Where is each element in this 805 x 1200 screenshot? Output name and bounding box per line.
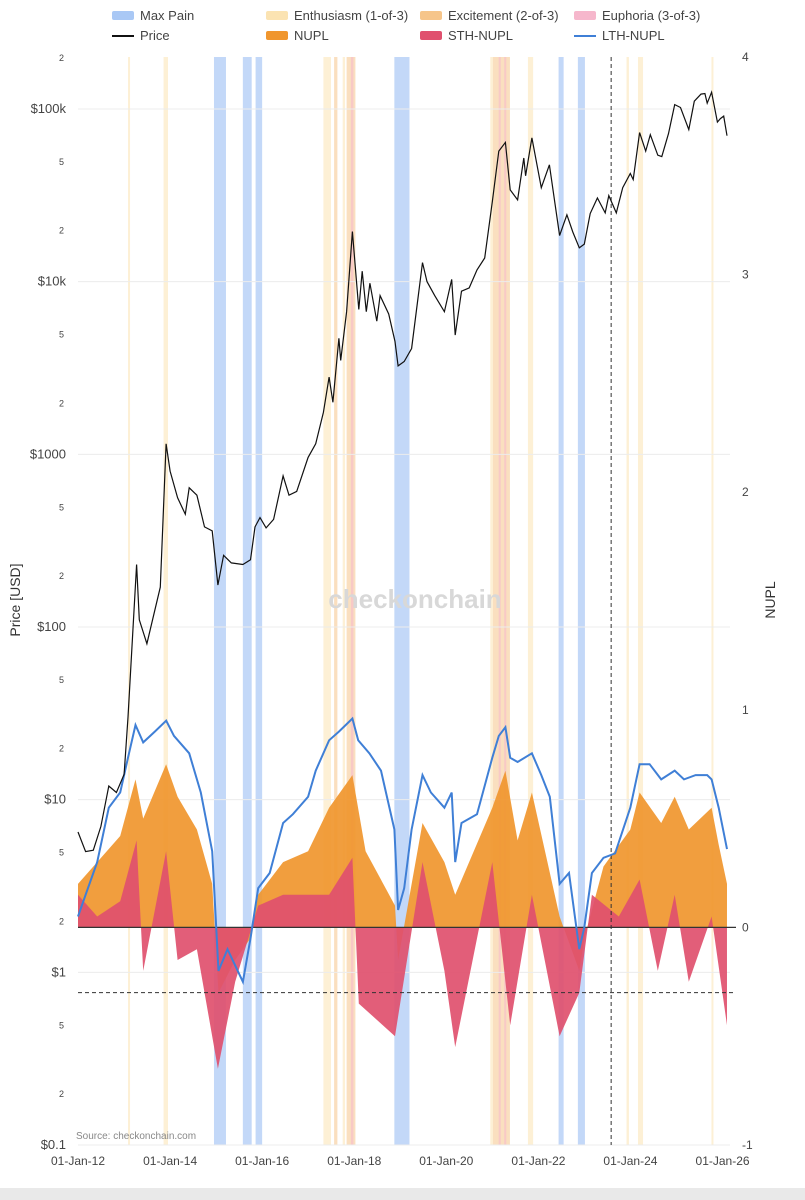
bottom-edge [0,1188,805,1200]
legend-swatch [112,34,134,37]
y2-tick-label: 0 [742,920,749,934]
y-tick-label: 2 [59,1089,64,1099]
enthusiasm-1-of-3-band [490,57,493,1145]
y2-tick-label: 4 [742,50,749,64]
x-axis-ticks: 01-Jan-12 01-Jan-14 01-Jan-16 01-Jan-18 01-J… [51,1154,750,1168]
max-pain-band [242,57,252,1145]
series-line-layer [77,90,728,986]
x-tick-label: 01-Jan-20 [419,1154,473,1168]
enthusiasm-1-of-3-band [342,57,346,1145]
enthusiasm-1-of-3-band [637,57,644,1145]
euphoria-3-of-3-band [504,57,507,1145]
x-tick-label: 01-Jan-14 [143,1154,197,1168]
nupl-area-layer [78,764,727,1069]
y-tick-label: 5 [59,330,64,340]
legend-swatch [266,31,288,40]
y-tick-label: $0.1 [41,1137,66,1152]
max-pain-band [213,57,226,1145]
y2-tick-label: 1 [742,703,749,717]
x-tick-label: 01-Jan-12 [51,1154,105,1168]
enthusiasm-1-of-3-band [323,57,331,1145]
legend-item-sth-nupl[interactable]: STH-NUPL [420,28,513,43]
y-tick-label: 5 [59,675,64,685]
euphoria-3-of-3-band [350,57,354,1145]
max-pain-band [255,57,263,1145]
legend-swatch [266,11,288,20]
legend-label: Max Pain [140,8,195,23]
lth-nupl-line [77,716,728,986]
y-tick-label: $1000 [30,446,66,461]
legend-label: Excitement (2-of-3) [448,8,559,23]
y-tick-label: 5 [59,848,64,858]
legend-label: Price [140,28,170,43]
enthusiasm-1-of-3-band [626,57,629,1145]
y2-axis-ticks: -1 0 1 2 3 4 [742,50,753,1152]
legend-item-lth-nupl[interactable]: LTH-NUPL [574,28,665,43]
x-tick-label: 01-Jan-22 [511,1154,565,1168]
price-line [77,90,728,853]
y-tick-label: $10k [38,274,67,289]
x-tick-label: 01-Jan-18 [327,1154,381,1168]
enthusiasm-1-of-3-band [128,57,131,1145]
legend-label: LTH-NUPL [602,28,665,43]
legend-label: Enthusiasm (1-of-3) [294,8,409,23]
legend-label: STH-NUPL [448,28,514,43]
y-tick-label: $10 [44,792,66,807]
legend-swatch [420,31,442,40]
max-pain-band [577,57,585,1145]
y-tick-label: 5 [59,157,64,167]
y-tick-label: 2 [59,53,64,63]
y-tick-label: $1 [52,964,66,979]
y2-tick-label: 2 [742,485,749,499]
x-tick-label: 01-Jan-24 [603,1154,657,1168]
legend-label: Euphoria (3-of-3) [602,8,701,23]
y2-tick-label: 3 [742,268,749,282]
y-tick-label: 2 [59,916,64,926]
legend-swatch [420,11,442,20]
enthusiasm-1-of-3-band [527,57,534,1145]
enthusiasm-1-of-3-band [163,57,168,1145]
x-tick-label: 01-Jan-26 [696,1154,750,1168]
y-tick-label: $100k [31,101,67,116]
euphoria-3-of-3-band [498,57,501,1145]
max-pain-band [558,57,564,1145]
y-tick-label: 2 [59,744,64,754]
legend-item-price[interactable]: Price [112,28,170,43]
legend-item-max-pain[interactable]: Max Pain [112,8,194,23]
reference-lines [78,57,736,1145]
enthusiasm-1-of-3-band [711,57,714,1145]
y-tick-label: $100 [37,619,66,634]
y-tick-label: 2 [59,398,64,408]
y-tick-label: 2 [59,571,64,581]
x-tick-label: 01-Jan-16 [235,1154,289,1168]
y-tick-label: 5 [59,1020,64,1030]
legend-item-enthusiasm-1-of-3[interactable]: Enthusiasm (1-of-3) [266,8,408,23]
y-axis-ticks: $0.1 2 5 $1 2 5 $10 2 5 $100 2 5 $1000 2 5 $10k 2 5 $100k 2 [30,53,67,1152]
source-credit: Source: checkonchain.com [76,1131,196,1142]
excitement-2-of-3-band [334,57,338,1145]
legend-swatch [112,11,134,20]
y2-axis-label: NUPL [762,581,778,619]
y-tick-label: 5 [59,502,64,512]
y-tick-label: 2 [59,226,64,236]
legend-label: NUPL [294,28,329,43]
legend-swatch [574,34,596,37]
watermark: checkonchain [328,584,501,614]
legend-item-excitement-2-of-3[interactable]: Excitement (2-of-3) [420,8,559,23]
legend-swatch [574,11,596,20]
y-axis-label: Price [USD] [7,563,23,636]
sth-nupl-area [78,840,727,1069]
legend-item-euphoria-3-of-3[interactable]: Euphoria (3-of-3) [574,8,700,23]
legend-item-nupl[interactable]: NUPL [266,28,329,43]
y2-tick-label: -1 [742,1138,753,1152]
